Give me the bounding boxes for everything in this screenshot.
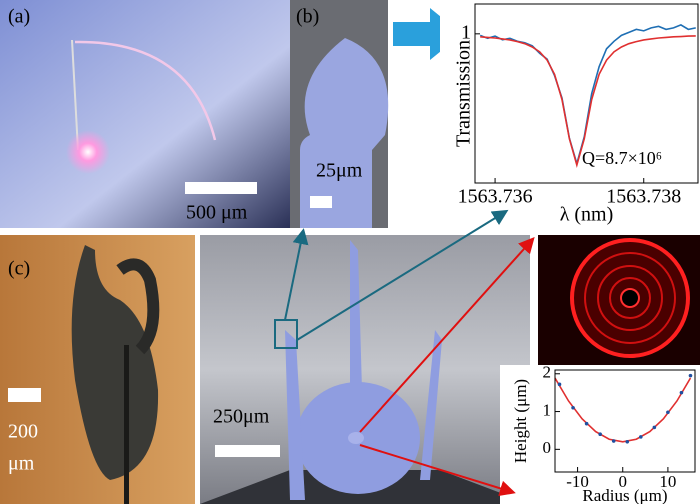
connector [359,444,516,497]
y-tick-label: 1 [543,400,552,419]
stem [124,345,129,504]
marker [625,439,630,444]
scale-bar [310,196,332,208]
connector [359,237,535,433]
scale-bar [215,445,280,457]
marker [679,390,684,395]
post [420,330,442,480]
marker [611,439,616,443]
scale-text: 25μm [316,160,363,182]
panel-label: (a) [8,6,30,28]
panel-c: (c) 200 μm [0,235,195,504]
panel-b: (b) 25μm [290,0,389,228]
y-tick-label: 0 [543,438,552,457]
x-tick-label: -10 [566,472,589,491]
spot [66,130,110,174]
marker [639,435,643,439]
arc [74,40,217,141]
y-tick-label: 2 [543,363,552,382]
x-axis-title: λ (nm) [560,204,614,226]
reflow [348,432,364,444]
panel-a: (a) 500 μm [0,0,290,228]
x-axis-title: Radius (μm) [582,486,667,504]
connector [296,209,509,341]
y-axis-title: Transmission [453,40,475,147]
post [350,240,362,390]
panel-center: 250μm [200,235,530,504]
x-tick-label: 0 [618,472,627,491]
marker [652,425,657,430]
marker [688,373,693,378]
panel-interference [538,235,700,365]
fiber [71,39,79,151]
y-tick-label: 1 [461,21,471,43]
scale-text: 500 μm [186,202,248,224]
scale-text: μm [8,453,35,475]
sphere [300,38,389,228]
line [480,35,696,169]
x-tick-label: 1563.738 [606,186,681,208]
x-tick-label: 10 [659,472,676,491]
post [285,330,305,500]
ring [620,288,640,308]
marker [571,405,575,410]
panel-label: (b) [296,6,319,28]
marker [584,421,589,426]
coil [116,258,160,355]
scale-text: 250μm [213,406,270,428]
frame [554,369,696,473]
coil [71,245,159,480]
y-axis-title: Height (μm) [511,379,530,463]
frame [474,3,699,184]
annotation: Q=8.7×10⁶ [582,148,662,168]
ring [584,252,676,344]
marker [666,410,670,415]
x-tick-label: 1563.736 [458,186,533,208]
marker [557,382,562,387]
panel-label: (c) [8,258,30,280]
scale-bar [185,182,257,194]
ring [609,277,651,319]
scale-text: 200 [8,421,38,443]
ring [597,265,663,331]
connector [284,228,309,321]
marker [598,432,602,437]
scale-bar [8,388,41,402]
